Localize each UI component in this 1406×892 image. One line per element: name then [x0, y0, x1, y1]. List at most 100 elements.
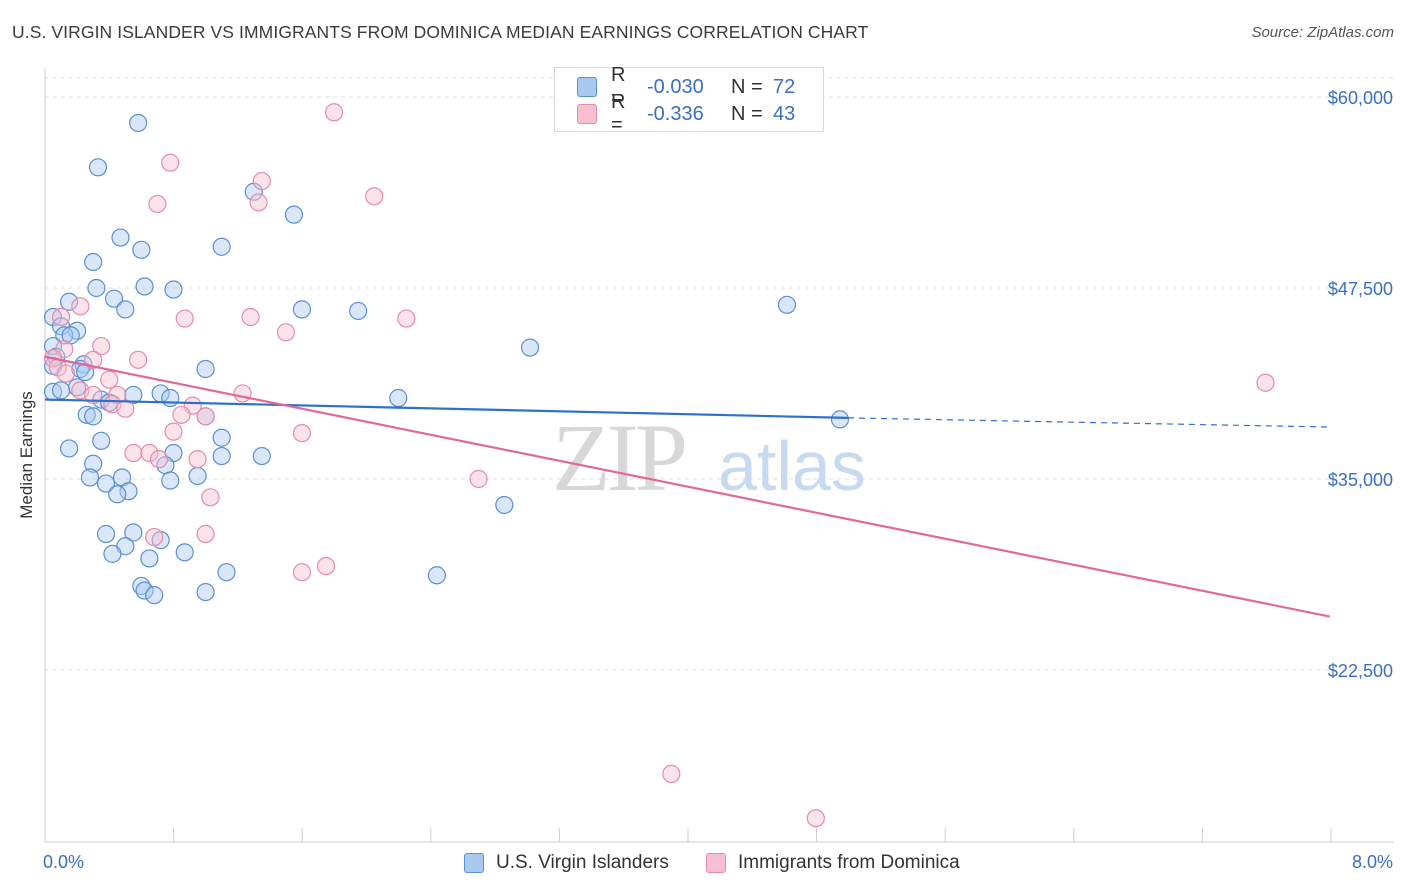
series-legend-virgin-islanders: U.S. Virgin Islanders — [464, 852, 669, 874]
watermark: ZIP atlas — [552, 404, 866, 511]
point-dominica — [201, 488, 220, 507]
point-virgin-islanders — [389, 388, 408, 408]
point-virgin-islanders — [349, 301, 368, 321]
point-dominica — [148, 194, 167, 214]
point-virgin-islanders — [161, 471, 180, 490]
point-virgin-islanders — [84, 407, 103, 426]
point-virgin-islanders — [80, 468, 100, 487]
point-dominica — [100, 370, 119, 389]
chart-title: U.S. VIRGIN ISLANDER VS IMMIGRANTS FROM … — [12, 22, 869, 42]
point-virgin-islanders — [161, 388, 180, 408]
point-virgin-islanders — [77, 405, 96, 424]
legend-r-label: R = — [611, 64, 626, 109]
point-virgin-islanders — [124, 523, 143, 542]
point-dominica — [56, 364, 75, 383]
trend-line-dominica — [44, 355, 1330, 618]
point-dominica — [84, 385, 103, 405]
legend-n-value: 72 — [773, 75, 796, 98]
point-virgin-islanders — [119, 482, 138, 501]
point-virgin-islanders — [124, 385, 143, 405]
legend-swatch-pink — [577, 104, 597, 124]
point-dominica — [164, 422, 183, 441]
y-tick-label: $35,000 — [1328, 470, 1393, 490]
series-legend-swatch-blue — [464, 853, 484, 873]
trend-line-virgin-islanders — [44, 398, 849, 419]
point-virgin-islanders — [96, 524, 116, 544]
point-virgin-islanders — [212, 446, 231, 466]
point-dominica — [196, 407, 215, 426]
point-virgin-islanders — [55, 326, 74, 345]
point-virgin-islanders — [196, 582, 215, 602]
point-virgin-islanders — [87, 278, 106, 298]
point-dominica — [662, 764, 681, 784]
legend-n-label: N = — [731, 75, 763, 98]
point-dominica — [469, 469, 488, 489]
point-dominica — [172, 405, 191, 424]
point-virgin-islanders — [212, 428, 231, 447]
point-virgin-islanders — [96, 474, 116, 493]
point-virgin-islanders — [427, 566, 446, 585]
point-virgin-islanders — [164, 280, 183, 299]
point-dominica — [292, 563, 312, 582]
point-dominica — [116, 399, 135, 418]
point-dominica — [140, 443, 159, 463]
point-virgin-islanders — [51, 381, 71, 400]
point-virgin-islanders — [284, 205, 304, 224]
legend-swatch-blue — [577, 77, 597, 97]
point-virgin-islanders — [135, 581, 154, 600]
point-dominica — [188, 450, 207, 469]
point-virgin-islanders — [111, 228, 130, 247]
trend-lines — [44, 355, 1330, 618]
series-virgin-islanders-points — [43, 113, 850, 605]
point-dominica — [161, 153, 180, 172]
series-dominica-points — [43, 103, 1275, 828]
trend-line-virgin-islanders-extension — [847, 417, 1330, 428]
point-virgin-islanders — [520, 338, 540, 357]
point-virgin-islanders — [59, 292, 79, 311]
point-virgin-islanders — [145, 586, 164, 605]
series-legend-label: U.S. Virgin Islanders — [496, 852, 669, 873]
point-virgin-islanders — [132, 240, 151, 259]
point-dominica — [241, 307, 260, 327]
point-virgin-islanders — [777, 295, 797, 314]
point-virgin-islanders — [140, 549, 159, 568]
x-tick-label-min: 0.0% — [43, 852, 85, 872]
point-virgin-islanders — [217, 563, 236, 582]
point-virgin-islanders — [84, 252, 103, 272]
chart-source: Source: ZipAtlas.com — [1251, 24, 1394, 41]
point-dominica — [51, 307, 71, 327]
y-tick-label: $47,500 — [1328, 279, 1393, 299]
series-legend: U.S. Virgin Islanders Immigrants from Do… — [0, 852, 1406, 878]
point-dominica — [365, 187, 384, 206]
point-virgin-islanders — [59, 439, 79, 458]
legend-row-virgin-islanders: R = -0.030 N = 72 — [577, 64, 796, 109]
point-virgin-islanders — [175, 543, 194, 562]
point-dominica — [397, 309, 416, 328]
watermark-zip: ZIP — [552, 404, 685, 511]
watermark-atlas: atlas — [718, 427, 866, 505]
point-dominica — [124, 443, 143, 463]
series-legend-label: Immigrants from Dominica — [738, 852, 960, 873]
legend-r-label: R = — [611, 91, 626, 136]
point-dominica — [108, 385, 127, 405]
x-tick-label-max: 8.0% — [1351, 852, 1393, 872]
point-virgin-islanders — [84, 454, 103, 473]
point-virgin-islanders — [104, 289, 124, 308]
point-dominica — [145, 527, 164, 547]
axes — [44, 68, 1394, 843]
point-virgin-islanders — [495, 495, 514, 515]
point-dominica — [324, 103, 344, 122]
point-dominica — [249, 193, 268, 212]
stats-legend: R = -0.030 N = 72 R = -0.336 N = 43 — [554, 64, 824, 136]
legend-row-dominica: R = -0.336 N = 43 — [577, 91, 795, 136]
point-virgin-islanders — [116, 300, 135, 319]
point-virgin-islanders — [103, 544, 122, 563]
point-virgin-islanders — [252, 446, 271, 466]
point-dominica — [292, 424, 312, 443]
point-dominica — [175, 309, 194, 328]
point-dominica — [316, 556, 336, 576]
point-virgin-islanders — [292, 300, 312, 319]
point-virgin-islanders — [830, 410, 850, 429]
y-axis-label: Median Earnings — [17, 391, 36, 519]
gridlines — [45, 77, 1394, 671]
